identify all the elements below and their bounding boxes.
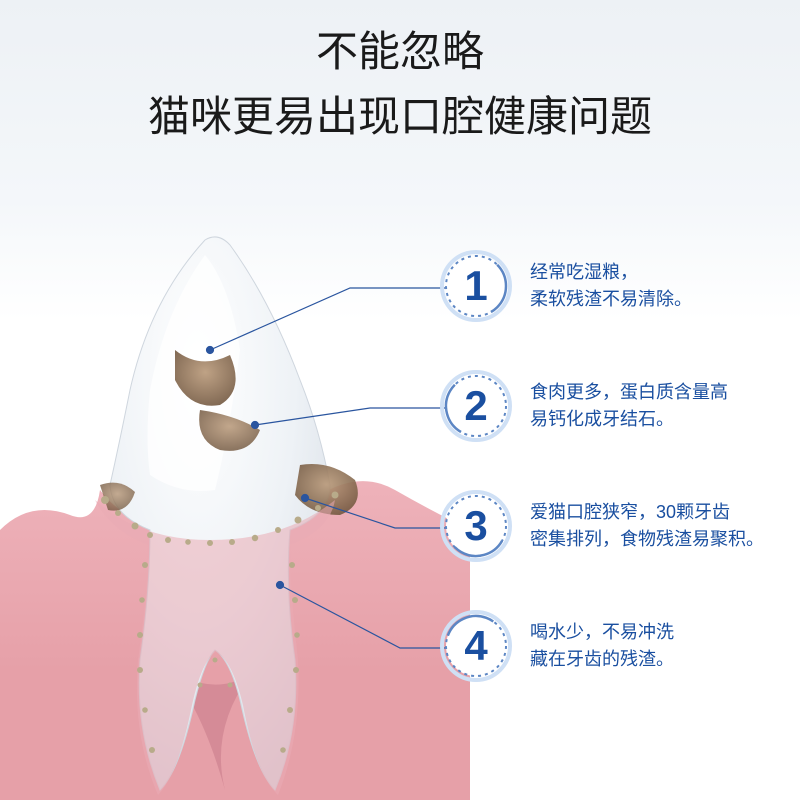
callout-3: 3 爱猫口腔狭窄，30颗牙齿 密集排列，食物残渣易聚积。 [440, 490, 790, 562]
num-3: 3 [464, 502, 487, 550]
callout-2: 2 食肉更多，蛋白质含量高 易钙化成牙结石。 [440, 370, 790, 442]
callout-1-line2: 柔软残渣不易清除。 [530, 286, 692, 313]
callout-4: 4 喝水少，不易冲洗 藏在牙齿的残渣。 [440, 610, 790, 682]
num-badge-4: 4 [440, 610, 512, 682]
callout-1-line1: 经常吃湿粮， [530, 259, 692, 286]
callout-2-line1: 食肉更多，蛋白质含量高 [530, 379, 728, 406]
callout-2-text: 食肉更多，蛋白质含量高 易钙化成牙结石。 [530, 379, 728, 433]
callout-3-text: 爱猫口腔狭窄，30颗牙齿 密集排列，食物残渣易聚积。 [530, 499, 764, 553]
tooth-illustration [0, 230, 470, 800]
callout-1: 1 经常吃湿粮， 柔软残渣不易清除。 [440, 250, 790, 322]
num-badge-3: 3 [440, 490, 512, 562]
callout-4-line2: 藏在牙齿的残渣。 [530, 646, 674, 673]
num-4: 4 [464, 622, 487, 670]
header-line2: 猫咪更易出现口腔健康问题 [0, 83, 800, 144]
num-badge-2: 2 [440, 370, 512, 442]
callout-4-text: 喝水少，不易冲洗 藏在牙齿的残渣。 [530, 619, 674, 673]
header: 不能忽略 猫咪更易出现口腔健康问题 [0, 0, 800, 144]
num-1: 1 [464, 262, 487, 310]
callout-1-text: 经常吃湿粮， 柔软残渣不易清除。 [530, 259, 692, 313]
callout-4-line1: 喝水少，不易冲洗 [530, 619, 674, 646]
num-badge-1: 1 [440, 250, 512, 322]
callout-3-line1: 爱猫口腔狭窄，30颗牙齿 [530, 499, 764, 526]
callout-3-line2: 密集排列，食物残渣易聚积。 [530, 526, 764, 553]
callout-2-line2: 易钙化成牙结石。 [530, 406, 728, 433]
header-line1: 不能忽略 [0, 18, 800, 79]
num-2: 2 [464, 382, 487, 430]
callouts-list: 1 经常吃湿粮， 柔软残渣不易清除。 2 食肉更多，蛋白质含量高 易钙化成牙结石… [440, 250, 790, 730]
